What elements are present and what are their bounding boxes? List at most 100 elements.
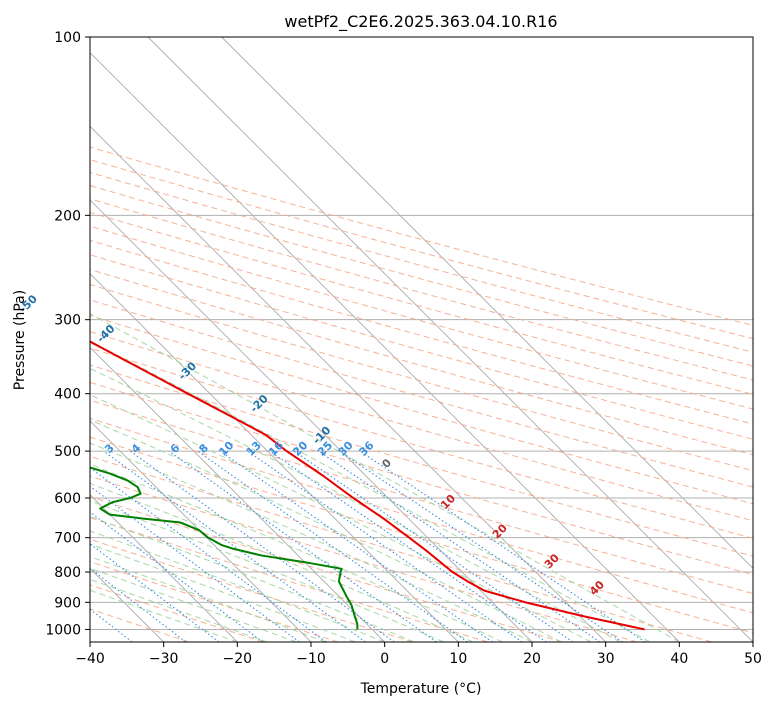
dry-adiabat-line bbox=[90, 225, 753, 410]
x-tick-label: 0 bbox=[380, 651, 389, 667]
mixing-ratio-label: 3 bbox=[102, 441, 117, 456]
y-tick-label: 700 bbox=[54, 531, 81, 547]
dry-adiabat-line bbox=[90, 608, 189, 642]
isotherm-line bbox=[90, 52, 680, 642]
mixing-ratio-line bbox=[220, 450, 493, 642]
moist-adiabat-line bbox=[90, 556, 326, 642]
mixing-ratio-line bbox=[338, 450, 623, 642]
dry-adiabat-line bbox=[90, 268, 753, 456]
y-tick-label: 100 bbox=[54, 30, 81, 46]
isotherm-line bbox=[90, 125, 606, 642]
mixing-ratio-line bbox=[168, 450, 437, 642]
dry-adiabat-line bbox=[90, 584, 264, 642]
dry-adiabat-line bbox=[90, 198, 753, 381]
moist-adiabat-line bbox=[90, 567, 297, 642]
y-tick-label: 800 bbox=[54, 565, 81, 581]
x-axis-label: Temperature (°C) bbox=[360, 681, 482, 697]
mixing-ratio-label: 36 bbox=[357, 438, 377, 458]
x-tick-label: 10 bbox=[449, 651, 467, 667]
y-tick-label: 200 bbox=[54, 208, 81, 224]
dry-adiabat-line bbox=[90, 299, 753, 488]
mixing-ratio-label: 13 bbox=[244, 439, 264, 459]
theta-label: 0 bbox=[379, 456, 394, 471]
isotherm-line bbox=[90, 346, 385, 642]
y-axis: 100 200 300 400 500 600 700 800 900 1000 bbox=[45, 30, 90, 638]
mixing-ratio-line bbox=[197, 450, 468, 642]
mixing-ratio-line bbox=[90, 511, 264, 642]
dewpoint-line bbox=[90, 466, 359, 630]
x-tick-label: 20 bbox=[523, 651, 541, 667]
moist-adiabat-line bbox=[90, 463, 503, 642]
x-tick-label: −40 bbox=[75, 651, 105, 667]
dry-adiabat-line bbox=[90, 254, 753, 440]
mixing-ratio-label: 6 bbox=[168, 441, 183, 456]
x-tick-label: −10 bbox=[296, 651, 326, 667]
height-label: -40 bbox=[94, 322, 117, 345]
dry-adiabat-line bbox=[90, 538, 414, 642]
moist-adiabat-line bbox=[90, 442, 533, 642]
dry-adiabat-line bbox=[90, 364, 753, 557]
moist-adiabat-line bbox=[90, 543, 356, 642]
dry-adiabat-line bbox=[90, 315, 753, 505]
mixing-ratio-line bbox=[103, 450, 366, 642]
dry-adiabat-line bbox=[90, 146, 753, 326]
dry-adiabat-line bbox=[90, 455, 712, 642]
mixing-ratio-label: 30 bbox=[336, 438, 356, 458]
mixing-ratio-line bbox=[90, 467, 327, 642]
y-tick-label: 300 bbox=[54, 313, 81, 329]
dry-adiabat-line bbox=[90, 475, 638, 642]
y-tick-label: 900 bbox=[54, 595, 81, 611]
temperature-line bbox=[90, 340, 645, 631]
isotherm-line bbox=[90, 199, 533, 642]
dry-adiabat-line bbox=[90, 436, 753, 634]
isotherm-line bbox=[221, 37, 753, 569]
dry-adiabat-line bbox=[90, 184, 753, 367]
y-tick-label: 500 bbox=[54, 444, 81, 460]
dry-adiabat-line bbox=[90, 211, 753, 395]
isotherm-line bbox=[90, 420, 312, 642]
mixing-ratio-line bbox=[318, 450, 601, 642]
dry-adiabat-line bbox=[90, 561, 339, 642]
dry-adiabat-line bbox=[90, 417, 753, 614]
x-tick-label: 30 bbox=[597, 651, 615, 667]
y-axis-label: Pressure (hPa) bbox=[12, 290, 28, 390]
theta-label: 30 bbox=[542, 551, 562, 571]
background-lines bbox=[90, 37, 753, 642]
dry-adiabat-line bbox=[90, 331, 753, 522]
dry-adiabat-line bbox=[90, 399, 753, 595]
theta-label: 40 bbox=[587, 578, 607, 598]
series-layer bbox=[90, 340, 645, 631]
dry-adiabat-line bbox=[90, 381, 753, 576]
dry-adiabat-line bbox=[90, 171, 753, 353]
dry-adiabat-line bbox=[90, 347, 753, 539]
mixing-ratio-line bbox=[359, 450, 646, 642]
isotherm-line bbox=[90, 494, 238, 642]
mixing-ratio-label: 10 bbox=[216, 438, 236, 458]
dry-adiabat-line bbox=[90, 159, 753, 340]
moist-adiabat-line bbox=[90, 419, 562, 642]
dry-adiabat-line bbox=[90, 239, 753, 425]
mixing-ratio-line bbox=[293, 450, 574, 642]
dry-adiabat-line bbox=[90, 283, 753, 472]
moist-adiabat-line bbox=[90, 482, 474, 642]
isotherm-line bbox=[147, 37, 753, 642]
chart-title: wetPf2_C2E6.2025.363.04.10.R16 bbox=[284, 12, 557, 32]
dry-adiabat-line bbox=[90, 495, 563, 642]
x-tick-label: 50 bbox=[744, 651, 762, 667]
moist-adiabat-line bbox=[90, 367, 621, 642]
y-tick-label: 600 bbox=[54, 491, 81, 507]
x-tick-label: 40 bbox=[670, 651, 688, 667]
x-axis: −40 −30 −20 −10 0 10 20 30 40 50 bbox=[75, 642, 762, 667]
moist-adiabat-line bbox=[90, 589, 238, 642]
moist-adiabat-line bbox=[90, 340, 651, 642]
y-tick-label: 400 bbox=[54, 387, 81, 403]
x-tick-label: −30 bbox=[149, 651, 179, 667]
moist-adiabat-line bbox=[90, 394, 592, 642]
isotherm-line bbox=[90, 273, 459, 642]
theta-label: 20 bbox=[490, 521, 510, 541]
mixing-ratio-line bbox=[90, 567, 187, 642]
mixing-ratio-label: 8 bbox=[196, 441, 211, 456]
label-layer: 346810131620253036-100-90-80-70-60-50-40… bbox=[17, 292, 608, 598]
mixing-ratio-line bbox=[90, 485, 300, 642]
